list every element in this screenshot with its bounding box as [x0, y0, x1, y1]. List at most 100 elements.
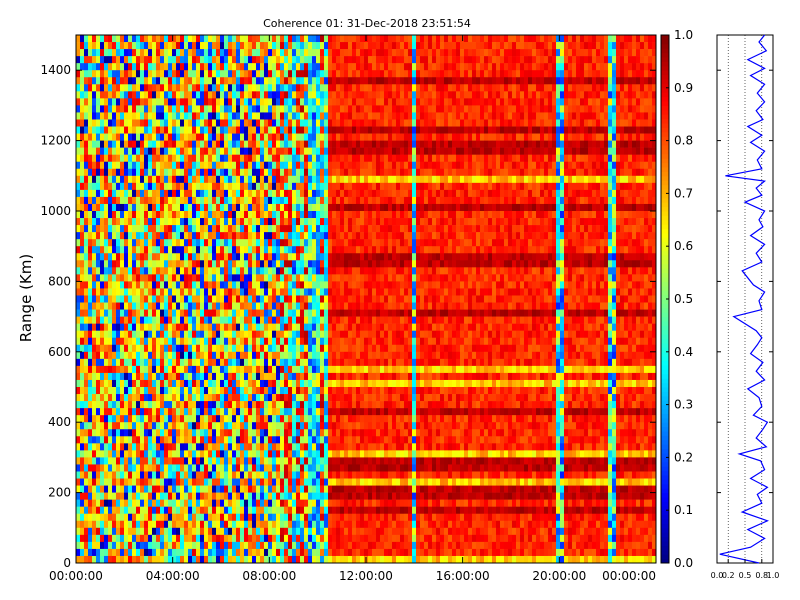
- heatmap-cell: [204, 302, 209, 310]
- heatmap-cell: [208, 302, 213, 310]
- heatmap-cell: [132, 365, 137, 374]
- heatmap-cell: [252, 471, 257, 479]
- heatmap-cell: [304, 175, 309, 184]
- heatmap-cell: [264, 49, 269, 57]
- heatmap-cell: [304, 408, 309, 416]
- heatmap-cell: [136, 379, 141, 388]
- heatmap-cell: [224, 443, 229, 451]
- heatmap-cell: [236, 387, 241, 395]
- heatmap-cell: [196, 534, 201, 543]
- heatmap-cell: [216, 203, 221, 212]
- heatmap-cell: [308, 365, 313, 374]
- heatmap-cell: [168, 35, 173, 43]
- heatmap-cell: [256, 77, 261, 85]
- heatmap-cell: [148, 527, 153, 536]
- heatmap-cell: [216, 309, 221, 317]
- heatmap-cell: [156, 112, 161, 120]
- heatmap-cell: [92, 133, 97, 141]
- heatmap-cell: [140, 316, 145, 324]
- heatmap-cell: [272, 527, 277, 536]
- heatmap-cell: [304, 499, 309, 507]
- heatmap-cell: [76, 323, 81, 331]
- heatmap-cell: [108, 450, 113, 458]
- heatmap-cell: [240, 77, 245, 85]
- heatmap-cell: [172, 274, 177, 282]
- heatmap-cell: [224, 70, 229, 78]
- heatmap-cell: [108, 288, 113, 296]
- heatmap-cell: [292, 147, 297, 155]
- heatmap-cell: [276, 147, 281, 155]
- heatmap-cell: [316, 133, 321, 141]
- heatmap-cell: [236, 203, 241, 212]
- heatmap-cell: [240, 281, 245, 289]
- heatmap-cell: [324, 513, 329, 522]
- heatmap-cell: [228, 541, 233, 550]
- heatmap-cell: [84, 351, 89, 360]
- heatmap-cell: [76, 464, 81, 472]
- heatmap-cell: [248, 499, 253, 507]
- heatmap-cell: [148, 91, 153, 99]
- heatmap-cell: [236, 541, 241, 550]
- heatmap-cell: [276, 527, 281, 536]
- heatmap-cell: [152, 211, 157, 219]
- heatmap-cell: [312, 119, 317, 127]
- heatmap-cell: [200, 548, 205, 557]
- heatmap-cell: [280, 196, 285, 205]
- heatmap-cell: [240, 154, 245, 163]
- heatmap-cell: [280, 246, 285, 254]
- heatmap-cell: [160, 225, 165, 233]
- heatmap-cell: [108, 218, 113, 226]
- heatmap-cell: [124, 499, 129, 507]
- heatmap-cell: [224, 246, 229, 254]
- heatmap-cell: [104, 218, 109, 226]
- heatmap-cell: [176, 295, 181, 303]
- heatmap-cell: [132, 253, 137, 261]
- heatmap-cell: [120, 161, 125, 170]
- heatmap-cell: [256, 520, 261, 529]
- heatmap-cell: [168, 422, 173, 430]
- heatmap-cell: [196, 70, 201, 78]
- heatmap-cell: [296, 555, 301, 564]
- heatmap-cell: [236, 119, 241, 127]
- heatmap-cell: [340, 218, 345, 226]
- heatmap-cell: [256, 126, 261, 134]
- heatmap-cell: [276, 42, 281, 50]
- heatmap-cell: [220, 133, 225, 141]
- heatmap-cell: [264, 351, 269, 360]
- heatmap-cell: [260, 91, 265, 99]
- heatmap-cell: [152, 492, 157, 500]
- heatmap-cell: [188, 154, 193, 163]
- heatmap-cell: [320, 91, 325, 99]
- heatmap-cell: [108, 154, 113, 163]
- heatmap-cell: [172, 98, 177, 106]
- heatmap-cell: [288, 408, 293, 416]
- heatmap-cell: [284, 436, 289, 444]
- heatmap-cell: [336, 309, 341, 317]
- heatmap-cell: [188, 246, 193, 254]
- heatmap-cell: [164, 133, 169, 141]
- heatmap-cell: [88, 555, 93, 564]
- heatmap-cell: [120, 422, 125, 430]
- heatmap-cell: [180, 344, 185, 353]
- heatmap-cell: [236, 436, 241, 444]
- heatmap-cell: [192, 281, 197, 289]
- heatmap-cell: [148, 534, 153, 543]
- heatmap-cell: [96, 323, 101, 331]
- heatmap-cell: [164, 330, 169, 339]
- heatmap-cell: [300, 485, 305, 493]
- heatmap-cell: [340, 154, 345, 163]
- heatmap-cell: [132, 534, 137, 543]
- heatmap-cell: [192, 415, 197, 423]
- heatmap-cell: [248, 513, 253, 522]
- heatmap-cell: [88, 211, 93, 219]
- heatmap-cell: [268, 281, 273, 289]
- heatmap-cell: [312, 408, 317, 416]
- heatmap-cell: [116, 450, 121, 458]
- heatmap-cell: [148, 415, 153, 423]
- heatmap-cell: [88, 330, 93, 339]
- heatmap-cell: [132, 436, 137, 444]
- heatmap-cell: [176, 253, 181, 261]
- heatmap-cell: [144, 105, 149, 113]
- heatmap-cell: [180, 415, 185, 423]
- heatmap-cell: [292, 77, 297, 85]
